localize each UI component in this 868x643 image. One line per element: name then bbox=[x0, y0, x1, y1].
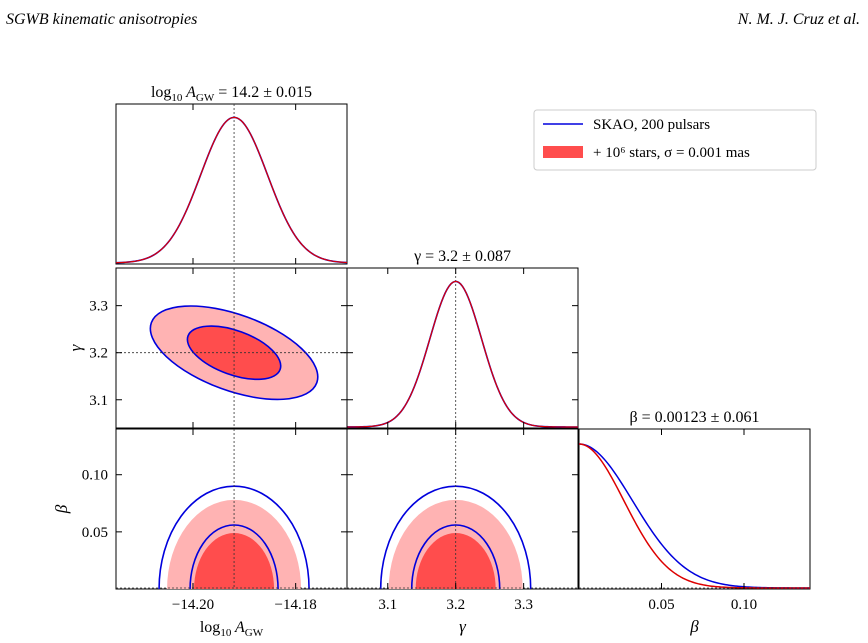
ytick-label-beta: 0.10 bbox=[82, 468, 108, 484]
curve-beta-skao bbox=[578, 443, 810, 589]
xtick-label-beta: 0.10 bbox=[731, 597, 757, 613]
xtick-label-gamma: 3.1 bbox=[378, 597, 397, 613]
contour-2sigma-skao-logA-gamma bbox=[149, 305, 319, 401]
xtick-label-logA: −14.20 bbox=[172, 597, 214, 613]
xlabel-logA: log10 AGW bbox=[200, 619, 264, 639]
panels-group: −14.20 −14.18 3.1 3.2 3.3 0.05 0.10 3.1 3.2 3.3 0.… bbox=[52, 84, 811, 639]
legend-swatch-combined bbox=[543, 146, 583, 158]
legend-label-combined: + 10⁶ stars, σ = 0.001 mas bbox=[593, 145, 750, 161]
legend-label-skao: SKAO, 200 pulsars bbox=[593, 117, 710, 133]
legend-box bbox=[533, 109, 817, 171]
xtick-label-logA: −14.18 bbox=[275, 597, 317, 613]
title-logA: log10 AGW = 14.2 ± 0.015 bbox=[151, 84, 312, 104]
curve-gamma-skao bbox=[346, 280, 578, 428]
xtick-label-gamma: 3.3 bbox=[514, 597, 533, 613]
contour-1sigma-skao-logA-gamma bbox=[186, 325, 282, 381]
curve-beta-combined bbox=[578, 443, 810, 589]
ytick-label-gamma: 3.3 bbox=[89, 299, 108, 315]
ytick-label-gamma: 3.1 bbox=[89, 393, 108, 409]
xlabel-beta: β bbox=[689, 617, 699, 636]
curve-logA-skao bbox=[115, 116, 348, 264]
panel-logA-1d bbox=[115, 103, 348, 265]
ylabel-beta: β bbox=[52, 504, 71, 514]
xtick-label-gamma: 3.2 bbox=[446, 597, 465, 613]
curve-logA-combined bbox=[115, 116, 348, 264]
panel-gamma-1d bbox=[346, 267, 579, 429]
title-gamma: γ = 3.2 ± 0.087 bbox=[413, 248, 511, 265]
legend: SKAO, 200 pulsars + 10⁶ stars, σ = 0.001 … bbox=[533, 109, 817, 171]
panel-logA-gamma bbox=[115, 267, 348, 429]
curve-gamma-combined bbox=[346, 280, 578, 428]
title-beta: β = 0.00123 ± 0.061 bbox=[630, 409, 760, 426]
running-header-title: SGWB kinematic anisotropies bbox=[6, 11, 198, 28]
ytick-label-gamma: 3.2 bbox=[89, 346, 108, 362]
ytick-label-beta: 0.05 bbox=[82, 525, 108, 541]
running-header-authors: N. M. J. Cruz et al. bbox=[737, 11, 860, 28]
xlabel-gamma: γ bbox=[459, 617, 467, 636]
ylabel-gamma: γ bbox=[66, 343, 85, 351]
xtick-label-beta: 0.05 bbox=[648, 597, 674, 613]
panel-beta-1d bbox=[578, 428, 811, 590]
